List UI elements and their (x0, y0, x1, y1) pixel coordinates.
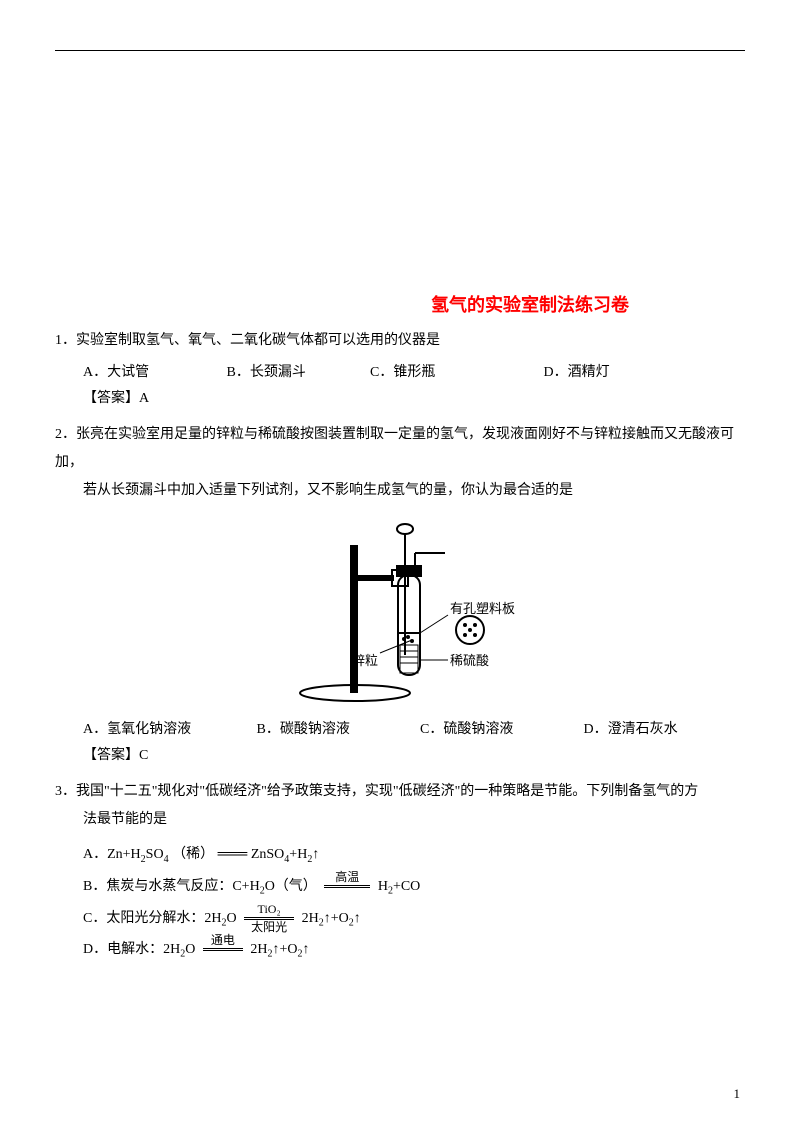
worksheet-title: 氢气的实验室制法练习卷 (315, 291, 745, 317)
q3-c-post: 2H (302, 910, 319, 925)
cond-b-top: 高温 (324, 871, 370, 884)
q1-options: A．大试管 B．长颈漏斗 C．锥形瓶 D．酒精灯 (55, 361, 745, 381)
label-zn: 锌粒 (352, 653, 378, 668)
q2-opt-b: B．碳酸钠溶液 (257, 718, 417, 738)
eq-sign: ═══ (218, 847, 248, 862)
q3-d-pre: D．电解水：2H (83, 942, 180, 957)
cond-c-top: TiO₂ (244, 903, 294, 916)
q3-opt-b: B．焦炭与水蒸气反应：C+H2O（气） 高温 H2+CO (55, 871, 745, 903)
apparatus-svg: 有孔塑料板 锌粒 稀硫酸 (270, 515, 530, 705)
q3-num: 3． (55, 784, 76, 799)
q1-text: 1．实验室制取氢气、氧气、二氧化碳气体都可以选用的仪器是 (55, 327, 745, 355)
q2-opt-d: D．澄清石灰水 (584, 718, 678, 738)
question-1: 1．实验室制取氢气、氧气、二氧化碳气体都可以选用的仪器是 (55, 327, 745, 355)
q2-text1: 2．张亮在实验室用足量的锌粒与稀硫酸按图装置制取一定量的氢气，发现液面刚好不与锌… (55, 421, 745, 477)
cond-c-bot: 太阳光 (244, 921, 294, 934)
q1-num: 1． (55, 333, 76, 348)
q3-d-post: 2H (250, 942, 267, 957)
q1-opt-a: A．大试管 (83, 361, 223, 381)
q3-a-pre: A．Zn+H (83, 847, 141, 862)
cond-electrolysis: 通电 (203, 934, 243, 965)
cond-d-top: 通电 (203, 934, 243, 947)
q1-opt-c: C．锥形瓶 (370, 361, 540, 381)
q3-c-pre: C．太阳光分解水：2H (83, 910, 221, 925)
label-plate: 有孔塑料板 (450, 601, 515, 616)
q2-text2: 若从长颈漏斗中加入适量下列试剂，又不影响生成氢气的量，你认为最合适的是 (55, 477, 745, 505)
cond-sunlight: TiO₂ 太阳光 (244, 903, 294, 934)
cond-high-temp: 高温 (324, 871, 370, 902)
q2-num: 2． (55, 427, 76, 442)
q2-options: A．氢氧化钠溶液 B．碳酸钠溶液 C．硫酸钠溶液 D．澄清石灰水 (55, 718, 745, 738)
q3-a-mid: （稀） (172, 847, 214, 862)
q2-answer: 【答案】C (55, 744, 745, 764)
q1-body: 实验室制取氢气、氧气、二氧化碳气体都可以选用的仪器是 (76, 333, 440, 348)
q1-answer: 【答案】A (55, 387, 745, 407)
q3-opt-a: A．Zn+H2SO4 （稀） ═══ ZnSO4+H2↑ (55, 840, 745, 871)
q3-b-pre: B．焦炭与水蒸气反应：C+H (83, 879, 260, 894)
q3-a-post: ZnSO (251, 847, 284, 862)
label-acid: 稀硫酸 (450, 653, 489, 668)
question-2: 2．张亮在实验室用足量的锌粒与稀硫酸按图装置制取一定量的氢气，发现液面刚好不与锌… (55, 421, 745, 505)
top-rule (55, 50, 745, 51)
q2-opt-c: C．硫酸钠溶液 (420, 718, 580, 738)
q1-opt-b: B．长颈漏斗 (227, 361, 367, 381)
q1-opt-d: D．酒精灯 (544, 361, 610, 381)
q3-opt-d: D．电解水：2H2O 通电 2H2↑+O2↑ (55, 934, 745, 966)
q3-b-tail: +CO (393, 879, 420, 894)
q3-text2: 法最节能的是 (55, 806, 745, 834)
q2-opt-a: A．氢氧化钠溶液 (83, 718, 253, 738)
q2-body1: 张亮在实验室用足量的锌粒与稀硫酸按图装置制取一定量的氢气，发现液面刚好不与锌粒接… (55, 427, 734, 470)
q3-body1: 我国"十二五"规化对"低碳经济"给予政策支持，实现"低碳经济"的一种策略是节能。… (76, 784, 698, 799)
page-number: 1 (734, 1086, 741, 1102)
q3-opt-c: C．太阳光分解水：2H2O TiO₂ 太阳光 2H2↑+O2↑ (55, 903, 745, 935)
q3-text1: 3．我国"十二五"规化对"低碳经济"给予政策支持，实现"低碳经济"的一种策略是节… (55, 778, 745, 806)
q2-diagram: 有孔塑料板 锌粒 稀硫酸 (55, 515, 745, 710)
q3-b-mid: O（气） (265, 879, 317, 894)
question-3: 3．我国"十二五"规化对"低碳经济"给予政策支持，实现"低碳经济"的一种策略是节… (55, 778, 745, 834)
q3-b-post: H (378, 879, 388, 894)
page: 氢气的实验室制法练习卷 1．实验室制取氢气、氧气、二氧化碳气体都可以选用的仪器是… (0, 0, 800, 1132)
